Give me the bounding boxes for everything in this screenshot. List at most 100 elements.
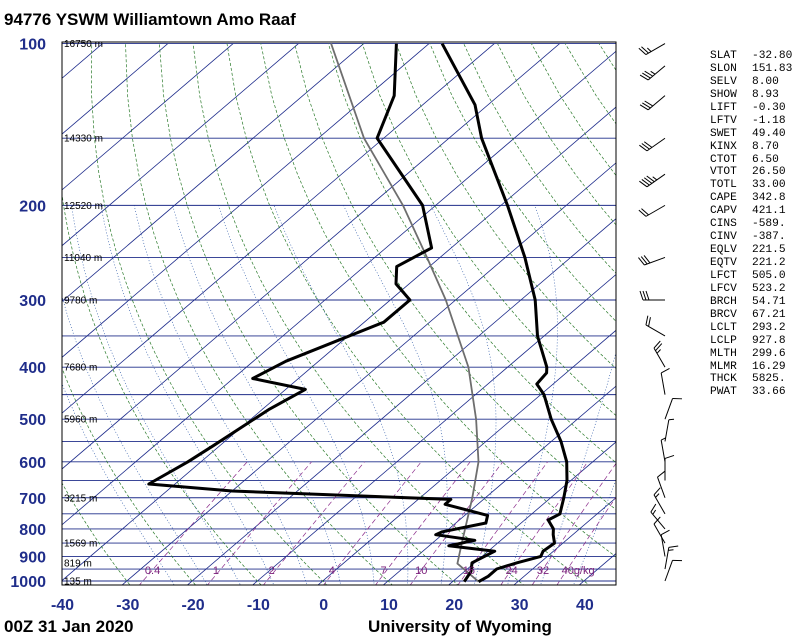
chart-title: 94776 YSWM Williamtown Amo Raaf	[4, 10, 296, 29]
wind-barb-flag	[646, 175, 655, 183]
wind-barb-flag	[650, 70, 656, 75]
isotherm-line	[121, 162, 616, 585]
moist-adiabat-line	[172, 205, 341, 585]
pressure-tick-label: 1000	[10, 574, 46, 591]
index-value: 299.6	[752, 347, 786, 360]
wind-barb-shaft	[664, 419, 670, 442]
wind-barb-flag	[653, 340, 661, 349]
wind-barb-shaft	[650, 511, 666, 530]
wind-barb-flag	[657, 470, 666, 478]
height-label: 16750 m	[64, 39, 103, 50]
index-row: BRCV 67.21	[710, 309, 792, 322]
index-row: SELV 8.00	[710, 76, 792, 89]
axis-labels: 0.4 1 2 4 7 10 16 24 32 40g/kg1002003004005006007…	[10, 37, 594, 614]
wind-barbs	[638, 43, 683, 582]
wind-barb-flag	[639, 290, 644, 301]
index-label: LCLP	[710, 334, 737, 347]
wind-barb-flag	[645, 315, 649, 326]
pressure-tick-label: 100	[19, 37, 46, 54]
pressure-tick-label: 300	[19, 293, 46, 310]
footer-datetime: 00Z 31 Jan 2020	[4, 617, 134, 636]
temperature-tick-label: -10	[247, 597, 270, 614]
moist-adiabat-line	[573, 479, 616, 585]
wind-barb-flag	[668, 549, 674, 551]
wind-barb-flag	[660, 368, 670, 374]
temperature-tick-label: 30	[511, 597, 529, 614]
height-label: 14330 m	[64, 134, 103, 145]
mixing-ratio-line	[556, 496, 616, 585]
index-row: SLAT -32.80	[710, 50, 792, 63]
isotherm-line	[448, 441, 616, 585]
index-value: 8.00	[752, 75, 779, 88]
index-label: SLON	[710, 62, 737, 75]
temperature-tick-label: -30	[116, 597, 139, 614]
mixing-ratio-line	[207, 461, 312, 585]
moist-adiabat-line	[62, 295, 208, 585]
index-label: SLAT	[710, 50, 737, 62]
index-row: SHOW 8.93	[710, 89, 792, 102]
index-label: THCK	[710, 373, 737, 386]
index-row: KINX 8.70	[710, 141, 792, 154]
wind-barb-shaft	[644, 256, 666, 266]
index-value: 221.2	[752, 257, 786, 269]
height-label: 5960 m	[64, 415, 97, 426]
index-label: CINS	[710, 218, 737, 231]
index-row: BRCH 54.71	[710, 296, 792, 309]
temperature-tick-label: -20	[182, 597, 205, 614]
index-value: 221.5	[752, 244, 786, 257]
mixing-ratio-line	[409, 461, 504, 585]
mixing-ratio-label: 10	[415, 565, 427, 577]
index-label: MLTH	[710, 347, 737, 360]
index-row: SLON 151.83	[710, 63, 792, 76]
moist-adiabat-line	[273, 205, 409, 585]
dry-adiabat-line	[125, 43, 393, 585]
temperature-tick-label: 40	[576, 597, 594, 614]
wind-barb-flag	[648, 317, 651, 327]
index-value: 33.66	[752, 386, 786, 399]
index-value: -32.80	[752, 50, 793, 62]
wind-barb-flag	[655, 493, 660, 498]
wind-barb-flag	[641, 143, 650, 150]
index-value: 33.00	[752, 179, 786, 192]
temperature-tick-label: 10	[380, 597, 398, 614]
mixing-ratio-label: 16	[463, 565, 475, 577]
isotherm-line	[62, 43, 103, 79]
dry-adiabat-line	[91, 43, 328, 585]
isotherm-line	[62, 43, 169, 135]
isotherm-line	[382, 385, 616, 585]
mixing-ratio-line	[263, 461, 365, 585]
index-value: -1.18	[752, 114, 786, 127]
index-value: 8.93	[752, 88, 779, 101]
wind-barb-shaft	[646, 137, 666, 152]
wind-barb-flag	[639, 144, 648, 152]
height-label: 1569 m	[64, 539, 97, 550]
wind-barb-shaft	[645, 324, 666, 337]
isotherm-line	[62, 43, 299, 247]
index-label: LFCV	[710, 282, 737, 295]
index-label: SELV	[710, 75, 737, 88]
index-value: 6.50	[752, 153, 779, 166]
parcel-path-line	[330, 43, 480, 583]
index-value: 342.8	[752, 192, 786, 205]
index-row: TOTL 33.00	[710, 179, 792, 192]
index-label: BRCH	[710, 295, 737, 308]
index-value: -0.30	[752, 101, 786, 114]
index-row: CAPV 421.1	[710, 205, 792, 218]
index-label: MLMR	[710, 360, 737, 373]
wind-barb-flag	[638, 209, 647, 217]
index-label: TOTL	[710, 179, 737, 192]
wind-barb-flag	[647, 47, 652, 52]
wind-barb-shaft	[664, 547, 670, 570]
wind-barb-shaft	[645, 204, 666, 217]
height-label: 819 m	[64, 558, 92, 569]
index-row: LCLT 293.2	[710, 322, 792, 335]
isotherm-line	[62, 43, 495, 414]
wind-barb-shaft	[647, 95, 666, 111]
wind-barb-shaft	[664, 398, 673, 420]
mixing-ratio-label: 2	[269, 565, 275, 577]
temperature-tick-label: 20	[445, 597, 463, 614]
index-value: 49.40	[752, 127, 786, 140]
mixing-ratio-label: 24	[506, 565, 518, 577]
index-row: SWET 49.40	[710, 128, 792, 141]
wind-barb-flag	[641, 208, 649, 216]
